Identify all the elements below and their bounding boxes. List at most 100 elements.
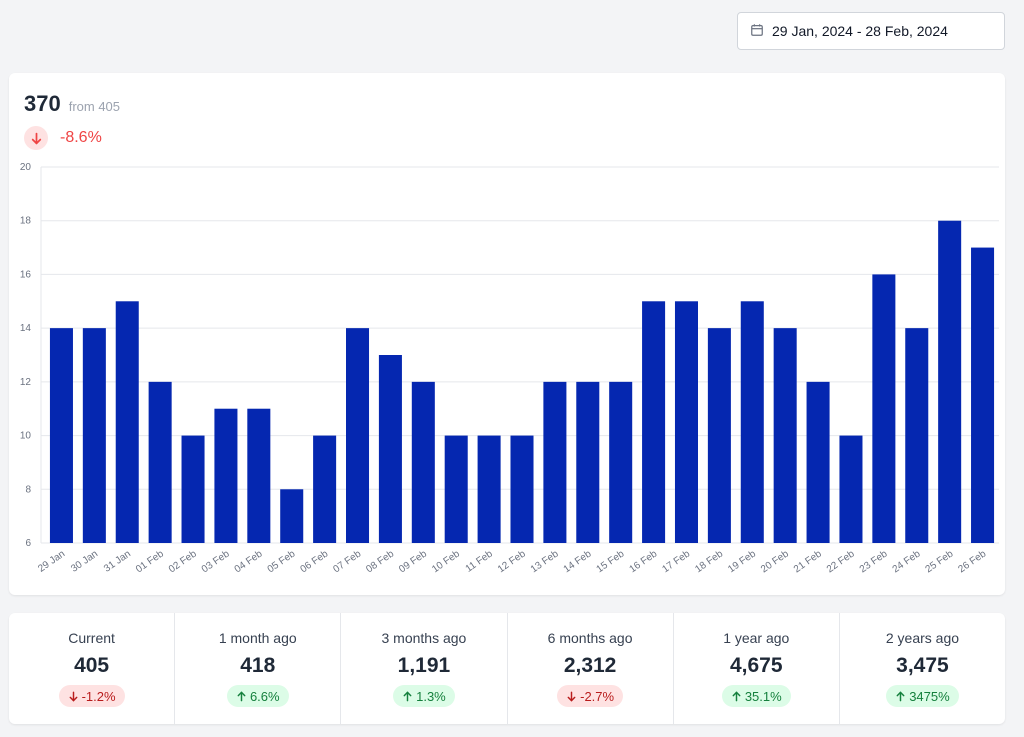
bar[interactable] [543,381,567,543]
x-tick-label: 13 Feb [529,548,561,575]
bar[interactable] [806,381,830,543]
bar[interactable] [346,328,370,543]
bar[interactable] [609,381,633,543]
stats-card: Current 405 -1.2% 1 month ago 418 6.6% 3… [9,613,1005,724]
stat-6-months-ago: 6 months ago 2,312 -2.7% [508,613,674,724]
bar[interactable] [872,274,896,543]
stat-change-badge: -1.2% [58,685,125,707]
x-tick-label: 16 Feb [627,548,659,575]
bar[interactable] [773,328,797,543]
date-range-picker[interactable]: 29 Jan, 2024 - 28 Feb, 2024 [737,12,1005,50]
x-tick-label: 29 Jan [36,548,67,574]
bar[interactable] [444,435,468,543]
date-range-label: 29 Jan, 2024 - 28 Feb, 2024 [772,23,948,39]
arrow-up-icon [403,691,412,701]
stat-value: 418 [240,654,276,677]
stat-label: 6 months ago [547,630,633,646]
x-tick-label: 04 Feb [233,548,265,575]
calendar-icon [750,23,764,40]
summary-from: from 405 [68,99,121,114]
x-tick-label: 17 Feb [660,548,692,575]
bar[interactable] [247,408,271,543]
stat-1-year-ago: 1 year ago 4,675 35.1% [674,613,840,724]
stat-change-badge: 3475% [886,685,959,707]
summary-delta-text: -8.6% [60,129,102,146]
bar[interactable] [674,301,698,543]
bar[interactable] [477,435,501,543]
x-tick-label: 12 Feb [496,548,528,575]
bar[interactable] [740,301,764,543]
arrow-down-icon [24,126,48,150]
summary-headline: 370 from 405 [24,91,120,117]
bar[interactable] [148,381,172,543]
bar[interactable] [576,381,600,543]
stat-1-month-ago: 1 month ago 418 6.6% [175,613,342,724]
x-tick-label: 03 Feb [200,548,232,575]
x-tick-label: 31 Jan [102,548,133,574]
stat-change-text: 3475% [909,688,950,704]
x-tick-label: 23 Feb [858,548,890,575]
bar[interactable] [115,301,139,543]
stat-change-text: -1.2% [81,688,116,704]
stat-change-text: 35.1% [744,688,782,704]
x-tick-label: 18 Feb [693,548,725,575]
stat-label: 1 month ago [218,630,297,646]
x-tick-label: 25 Feb [924,548,956,575]
x-tick-label: 24 Feb [891,548,923,575]
x-tick-label: 30 Jan [69,548,100,574]
y-tick-label: 8 [25,484,31,495]
arrow-up-icon [896,691,905,701]
stat-value: 2,312 [563,654,617,677]
y-tick-label: 12 [20,377,32,388]
bar-chart: 6 8 10 12 14 16 18 20 29 Jan 30 Jan 31 Jan 01 Feb 02… [20,162,999,575]
bar[interactable] [839,435,863,543]
bar[interactable] [49,328,73,543]
x-tick-label: 15 Feb [595,548,627,575]
stat-change-text: -2.7% [580,688,615,704]
x-tick-label: 07 Feb [331,548,363,575]
bar[interactable] [411,381,435,543]
stat-label: 2 years ago [885,630,960,646]
stat-change-badge: 35.1% [721,685,791,707]
bar[interactable] [378,355,402,543]
stat-value: 4,675 [729,654,783,677]
x-tick-label: 20 Feb [759,548,791,575]
arrow-down-icon [69,691,78,701]
stat-label: 1 year ago [723,630,790,646]
y-tick-label: 6 [25,538,31,549]
bar[interactable] [181,435,205,543]
bar[interactable] [642,301,666,543]
y-tick-label: 18 [20,216,32,227]
bar[interactable] [510,435,534,543]
stat-change-text: 6.6% [249,688,280,704]
arrow-up-icon [732,691,741,701]
x-tick-label: 02 Feb [167,548,199,575]
x-tick-label: 22 Feb [825,548,857,575]
stat-2-years-ago: 2 years ago 3,475 3475% [840,613,1005,724]
bar[interactable] [707,328,731,543]
x-tick-label: 14 Feb [562,548,594,575]
stat-value: 3,475 [896,654,949,677]
x-tick-label: 09 Feb [397,548,429,575]
x-tick-label: 01 Feb [134,548,166,575]
x-tick-label: 19 Feb [726,548,758,575]
bar[interactable] [313,435,337,543]
x-tick-label: 06 Feb [299,548,331,575]
bar[interactable] [214,408,238,543]
stat-change-badge: 6.6% [226,685,289,707]
stat-value: 1,191 [397,654,451,677]
x-tick-label: 05 Feb [266,548,298,575]
bar[interactable] [905,328,929,543]
summary-value: 370 [24,91,61,116]
bar[interactable] [938,220,962,543]
stat-change-text: 1.3% [416,688,446,704]
summary-delta: -8.6% [24,126,102,150]
x-tick-label: 11 Feb [464,548,496,575]
arrow-down-icon [567,691,576,701]
y-tick-label: 10 [20,431,32,442]
arrow-up-icon [237,691,246,701]
bar[interactable] [971,247,995,544]
bar[interactable] [82,328,106,543]
y-tick-label: 20 [20,162,32,173]
bar[interactable] [280,489,304,543]
